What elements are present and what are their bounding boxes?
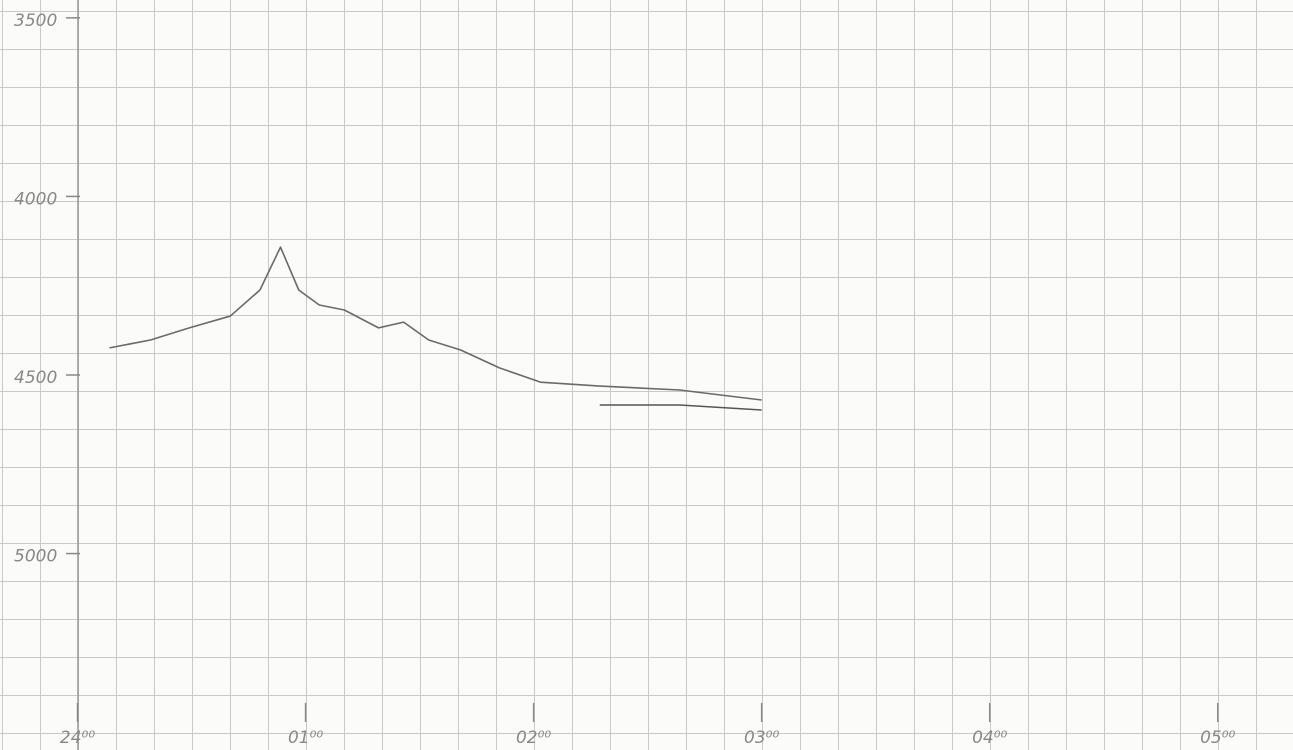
x-tick-label: 03⁰⁰ (744, 728, 779, 748)
x-tick-label: 04⁰⁰ (972, 728, 1007, 748)
x-tick-label: 02⁰⁰ (516, 728, 551, 748)
x-tick-label: 05⁰⁰ (1200, 728, 1235, 748)
x-tick-label: 24⁰⁰ (60, 728, 95, 748)
x-tick-label: 01⁰⁰ (288, 728, 323, 748)
line (599, 404, 762, 411)
y-tick-label: 4000 (14, 189, 57, 209)
line (109, 246, 762, 401)
plot: 3500 4000 4500 5000 24⁰⁰ 01⁰⁰ 02⁰⁰ 03⁰⁰ 04⁰⁰ 05⁰⁰ (14, 11, 1236, 748)
y-tick-label: 5000 (14, 547, 57, 567)
y-tick-label: 3500 (14, 11, 57, 31)
y-tick-label: 4500 (14, 368, 57, 388)
